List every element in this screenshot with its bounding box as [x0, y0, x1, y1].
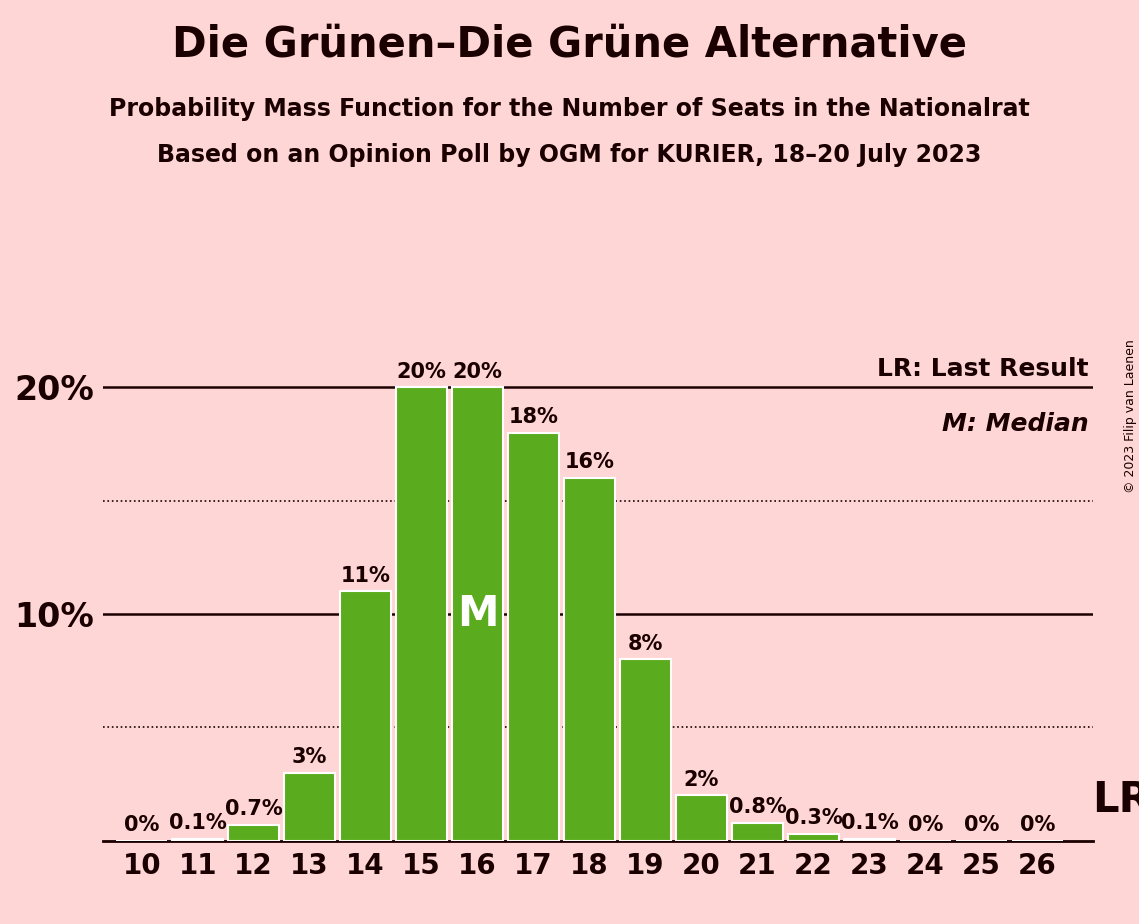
Text: 0.1%: 0.1%: [841, 813, 899, 833]
Text: 0.7%: 0.7%: [224, 799, 282, 820]
Bar: [508, 432, 559, 841]
Bar: [172, 839, 223, 841]
Bar: [675, 796, 728, 841]
Text: Probability Mass Function for the Number of Seats in the Nationalrat: Probability Mass Function for the Number…: [109, 97, 1030, 121]
Bar: [844, 839, 895, 841]
Text: 0%: 0%: [964, 815, 999, 835]
Text: 8%: 8%: [628, 634, 663, 654]
Text: 0%: 0%: [1019, 815, 1055, 835]
Text: © 2023 Filip van Laenen: © 2023 Filip van Laenen: [1124, 339, 1137, 492]
Bar: [731, 822, 784, 841]
Text: 0.8%: 0.8%: [729, 797, 786, 817]
Bar: [396, 387, 448, 841]
Bar: [564, 478, 615, 841]
Bar: [620, 660, 671, 841]
Text: M: M: [457, 593, 499, 635]
Text: 18%: 18%: [509, 407, 558, 427]
Text: Die Grünen–Die Grüne Alternative: Die Grünen–Die Grüne Alternative: [172, 23, 967, 65]
Text: 0%: 0%: [908, 815, 943, 835]
Text: 0%: 0%: [124, 815, 159, 835]
Text: 20%: 20%: [396, 361, 446, 382]
Bar: [788, 834, 839, 841]
Bar: [452, 387, 503, 841]
Bar: [284, 772, 335, 841]
Text: 11%: 11%: [341, 565, 391, 586]
Text: 3%: 3%: [292, 748, 327, 767]
Text: M: Median: M: Median: [942, 412, 1089, 436]
Text: 16%: 16%: [565, 452, 615, 472]
Text: LR: LR: [1092, 779, 1139, 821]
Text: 20%: 20%: [452, 361, 502, 382]
Text: 0.1%: 0.1%: [169, 813, 227, 833]
Bar: [339, 591, 392, 841]
Text: LR: Last Result: LR: Last Result: [877, 357, 1089, 381]
Text: 2%: 2%: [683, 770, 719, 790]
Text: Based on an Opinion Poll by OGM for KURIER, 18–20 July 2023: Based on an Opinion Poll by OGM for KURI…: [157, 143, 982, 167]
Text: 0.3%: 0.3%: [785, 808, 843, 828]
Bar: [228, 825, 279, 841]
